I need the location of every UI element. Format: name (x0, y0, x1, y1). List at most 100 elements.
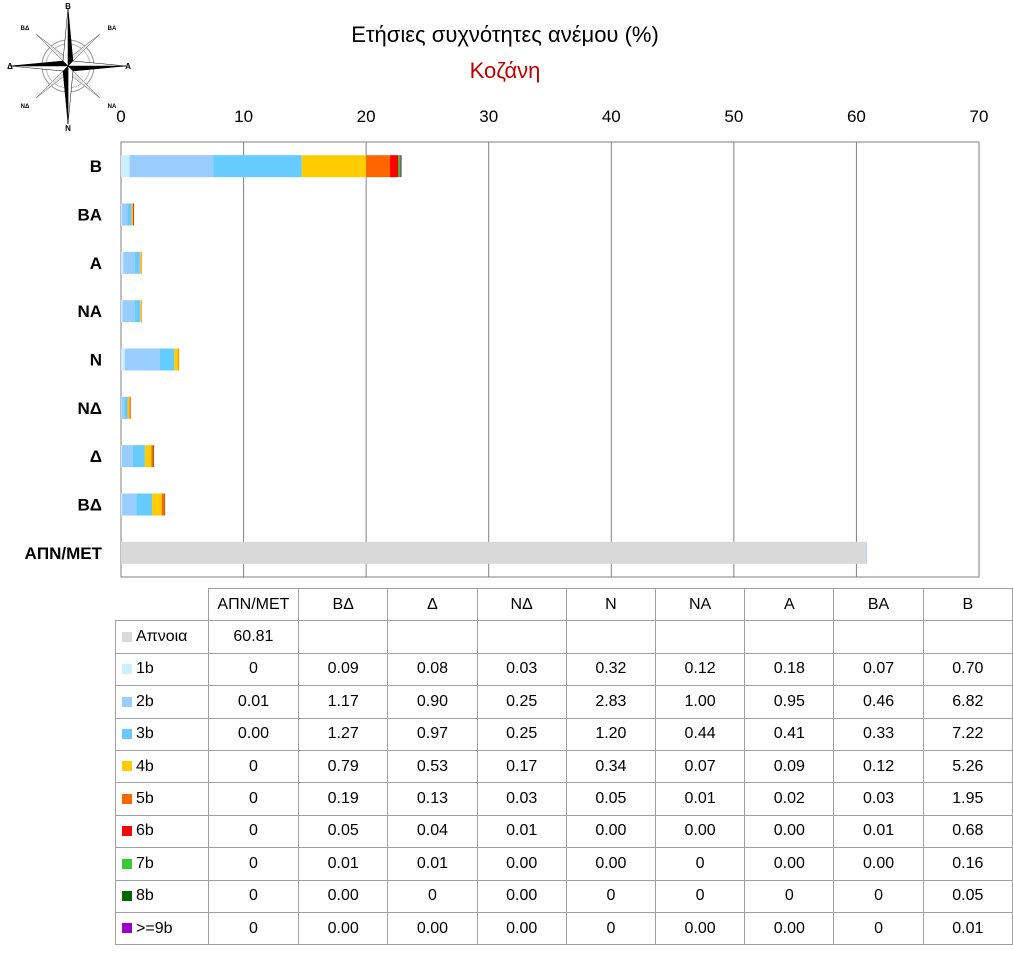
legend-swatch (122, 664, 132, 675)
table-cell (654, 620, 746, 654)
table-cell: 0.46 (833, 685, 924, 719)
table-cell: 1.27 (298, 717, 389, 751)
table-cell: 0.01 (207, 685, 300, 719)
bar-segment (159, 348, 175, 371)
table-cell: 0 (207, 847, 300, 881)
table-row-header: 8b (115, 879, 209, 913)
table-cell: 60.81 (207, 620, 300, 654)
table-corner (116, 589, 209, 621)
table-cell: 0.00 (565, 847, 657, 881)
table-cell: 0.01 (476, 814, 567, 849)
bar-segment (140, 300, 141, 323)
y-category-label: Β (90, 157, 102, 176)
x-tick-label: 60 (847, 107, 866, 126)
bar-segment (134, 300, 141, 323)
bar-segment (131, 203, 134, 226)
table-cell: 0 (207, 814, 300, 849)
table-cell: 0 (654, 879, 746, 913)
y-category-label: ΒΑ (77, 206, 102, 225)
table-cell: 0.00 (744, 911, 835, 946)
y-category-label: ΑΠΝ/ΜΕΤ (25, 544, 103, 563)
table-cell: 0.32 (565, 652, 657, 687)
table-cell: 7.22 (922, 717, 1013, 751)
table-cell: 2.83 (565, 685, 657, 719)
bar-segment (121, 348, 125, 371)
bar-segment (390, 155, 399, 178)
table-cell: 0.00 (298, 911, 389, 946)
table-column-header: Ν (565, 587, 657, 622)
table-cell: 0 (744, 879, 835, 913)
table-cell: 1.00 (654, 685, 746, 719)
stacked-bar-chart: 0 10 20 30 40 50 60 70 Β ΒΑ Α ΝΑ Ν ΝΔ Δ ΒΔ ΑΠΝ/ΜΕΤ (25, 107, 989, 578)
table-column-header: ΝΑ (654, 587, 746, 622)
table-cell: 0.02 (744, 782, 835, 816)
bar-segment (122, 493, 137, 516)
legend-label: 3b (136, 725, 154, 743)
y-category-label: Ν (90, 351, 102, 370)
bar-segment (144, 445, 152, 468)
table-column-header: ΒΔ (298, 587, 389, 622)
x-tick-label: 10 (234, 107, 253, 126)
table-row: 5b 0 0.19 0.13 0.03 0.05 0.01 0.02 0.03 1.95 (115, 782, 1013, 816)
bar-segment (400, 155, 402, 178)
bar-segment (151, 445, 153, 468)
table-cell: 0 (565, 879, 657, 913)
legend-swatch (122, 890, 132, 901)
bar-segment (161, 493, 165, 516)
table-cell: 0.13 (387, 782, 478, 816)
bar-segment (121, 445, 122, 468)
table-cell: 0.00 (298, 879, 389, 913)
table-cell: 0.07 (833, 652, 924, 687)
table-cell: 0.01 (654, 782, 746, 816)
legend-swatch (122, 696, 132, 707)
x-tick-label: 40 (602, 107, 621, 126)
table-row: 2b 0.01 1.17 0.90 0.25 2.83 1.00 0.95 0.46 6.82 (115, 685, 1013, 719)
bar-segment (178, 348, 180, 371)
compass-label-nw: ΒΔ (21, 26, 30, 32)
y-category-label: ΝΔ (78, 399, 103, 418)
bar-segment (121, 396, 125, 419)
bar-segment (174, 348, 179, 371)
bar-segment (129, 396, 131, 419)
bar-segment (121, 203, 128, 226)
table-row-header: Απνοια (115, 620, 209, 654)
bar-segment (164, 493, 165, 516)
y-category-label: Α (90, 254, 102, 273)
bar-segment (121, 155, 130, 178)
table-cell: 0.00 (654, 911, 746, 946)
compass-label-s: Ν (65, 124, 71, 133)
bar-segment (400, 155, 401, 178)
table-cell: 0.09 (298, 652, 389, 687)
table-cell: 0.05 (565, 782, 657, 816)
bar-segment (129, 155, 214, 178)
legend-swatch (122, 826, 132, 837)
compass-rose-icon: Β Ν Δ Α ΒΔ ΒΑ ΝΔ ΝΑ (7, 2, 131, 133)
bar-segment (140, 251, 142, 274)
bar-segment (139, 251, 141, 274)
x-tick-label: 70 (970, 107, 989, 126)
table-cell: 0.01 (298, 847, 389, 881)
table-cell: 0.18 (744, 652, 835, 687)
bar-segment (366, 155, 391, 178)
bar-segment (121, 445, 134, 468)
table-cell: 0.03 (833, 782, 924, 816)
legend-label: 1b (136, 660, 154, 678)
table-cell (833, 620, 924, 654)
compass-label-w: Δ (7, 62, 13, 71)
table-cell: 0 (833, 879, 924, 913)
legend-swatch (122, 729, 132, 740)
table-cell: 0.01 (387, 847, 478, 881)
y-category-label: Δ (90, 447, 102, 466)
table-cell: 0.70 (922, 652, 1013, 687)
legend-swatch (122, 793, 132, 804)
table-cell: 0.03 (476, 782, 567, 816)
table-row-header: 1b (115, 652, 209, 687)
legend-label: Απνοια (136, 628, 188, 646)
legend-label: 2b (136, 692, 154, 710)
bar-segment (301, 155, 367, 178)
bar-segment (129, 396, 131, 419)
table-cell: 0 (565, 911, 657, 946)
legend-swatch (122, 761, 132, 772)
table-cell: 0.00 (476, 911, 567, 946)
table-cell: 0 (207, 911, 300, 946)
